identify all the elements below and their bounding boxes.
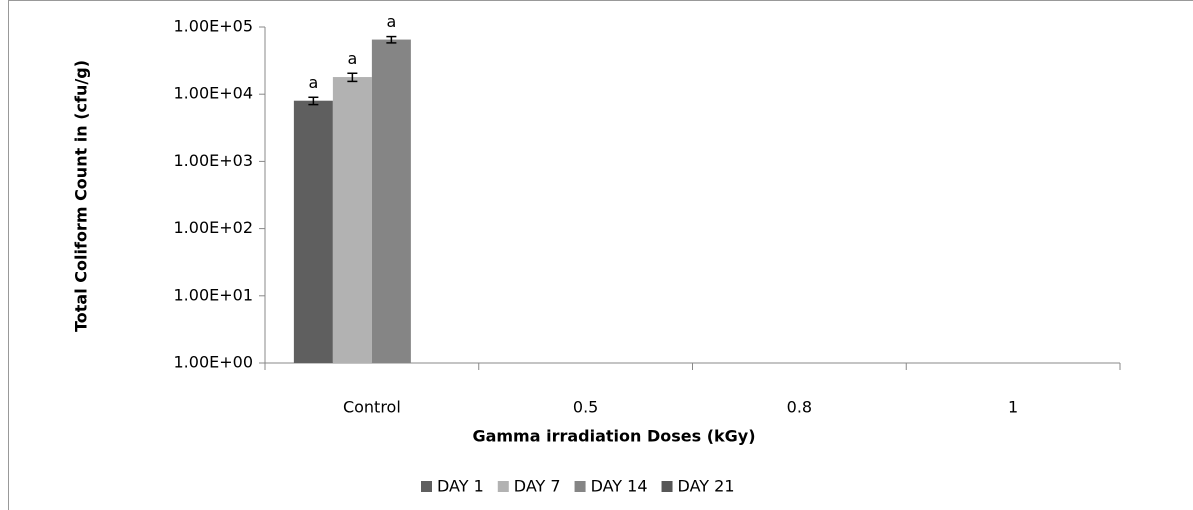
error-bar xyxy=(347,72,358,83)
x-axis-title: Gamma irradiation Doses (kGy) xyxy=(472,427,755,446)
annotation: a xyxy=(308,73,318,92)
y-tick-label: 1.00E+01 xyxy=(174,285,254,304)
legend-label: DAY 1 xyxy=(437,477,484,496)
y-tick-label: 1.00E+05 xyxy=(174,17,254,36)
annotation: a xyxy=(347,49,357,68)
x-tick-label: Control xyxy=(343,398,401,417)
chart-frame xyxy=(8,0,1193,510)
legend-swatch xyxy=(421,481,432,492)
y-axis-title: Total Coliform Count in (cfu/g) xyxy=(72,60,91,332)
y-tick-label: 1.00E+03 xyxy=(174,151,254,170)
x-tick-label: 0.5 xyxy=(573,398,598,417)
bar xyxy=(332,77,372,363)
legend-swatch xyxy=(497,481,509,492)
error-bar xyxy=(308,96,319,106)
error-bar xyxy=(386,35,397,44)
legend-swatch xyxy=(574,481,586,492)
annotation: a xyxy=(386,12,396,31)
y-tick-label: 1.00E+02 xyxy=(174,218,254,237)
legend-label: DAY 14 xyxy=(591,477,648,496)
bar xyxy=(371,39,411,363)
bar xyxy=(293,100,333,364)
y-tick-label: 1.00E+00 xyxy=(174,353,254,372)
legend-label: DAY 7 xyxy=(514,477,561,496)
y-tick-label: 1.00E+04 xyxy=(174,84,254,103)
legend-swatch xyxy=(661,481,673,492)
x-tick-label: 1 xyxy=(1008,398,1018,417)
legend-label: DAY 21 xyxy=(678,477,735,496)
x-tick-label: 0.8 xyxy=(787,398,812,417)
